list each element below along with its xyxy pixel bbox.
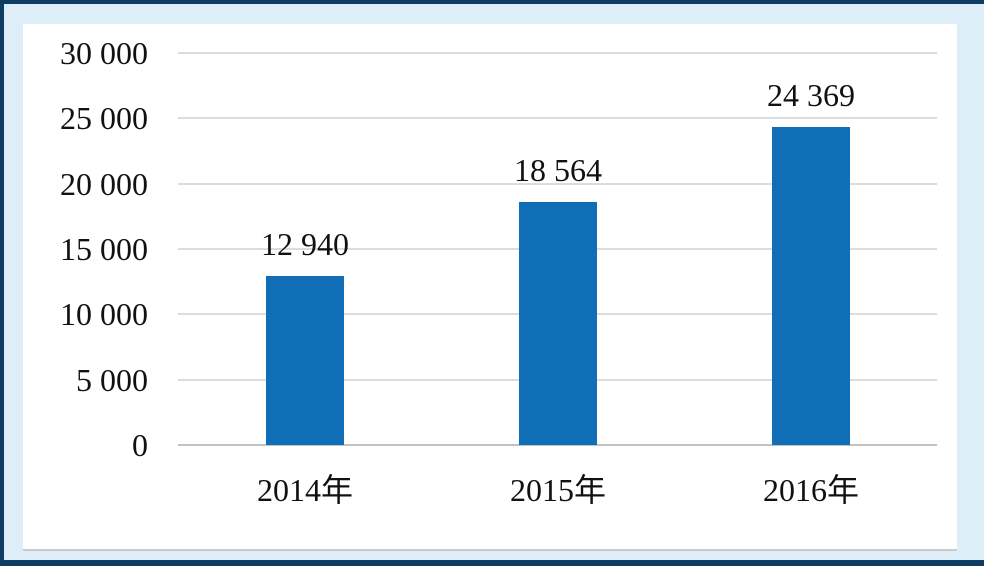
y-tick-label: 25 000	[60, 100, 148, 136]
y-tick-label: 20 000	[60, 166, 148, 202]
figure-border-top	[0, 0, 984, 4]
bar-value-label: 24 369	[767, 77, 855, 113]
x-tick-label: 2016年	[762, 472, 859, 508]
y-tick-label: 15 000	[60, 231, 148, 267]
bar-value-label: 12 940	[261, 226, 349, 262]
x-tick-label: 2014年	[256, 472, 353, 508]
gridline	[178, 52, 937, 54]
y-tick-label: 0	[132, 427, 148, 463]
gridline	[178, 117, 937, 119]
figure-border-bottom	[0, 560, 984, 566]
x-tick-label: 2015年	[509, 472, 606, 508]
figure-border-left	[0, 0, 4, 566]
x-axis-baseline	[178, 444, 937, 446]
gridline	[178, 183, 937, 185]
bar	[772, 127, 850, 445]
bar	[519, 202, 597, 445]
bar	[266, 276, 344, 445]
bar-value-label: 18 564	[514, 152, 602, 188]
y-tick-label: 10 000	[60, 296, 148, 332]
y-tick-label: 30 000	[60, 35, 148, 71]
y-tick-label: 5 000	[76, 362, 148, 398]
